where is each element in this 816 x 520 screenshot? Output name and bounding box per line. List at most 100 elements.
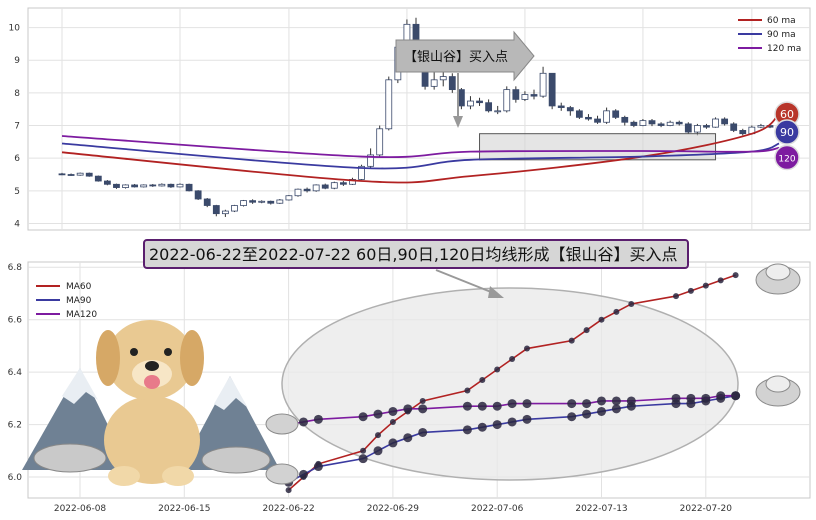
ma-badge-circle <box>774 119 800 145</box>
dog-ear-left <box>96 330 120 386</box>
candle-body <box>131 184 139 188</box>
candle-body <box>376 128 384 156</box>
candle <box>703 123 710 129</box>
candle <box>312 184 320 192</box>
banner-top-text: 【银山谷】买入点 <box>404 50 508 65</box>
top-y-tick-label: 4 <box>14 219 20 229</box>
candle-body <box>566 107 574 112</box>
candle-body <box>221 210 229 215</box>
bottom-series-point <box>479 377 486 383</box>
ma-badge-label: 120 <box>778 155 795 165</box>
ma-value-badges: 60 90 120 <box>774 101 800 171</box>
candle-body <box>557 105 565 108</box>
bottom-legend: MA60 MA90 MA120 <box>36 282 97 320</box>
candle <box>67 173 75 176</box>
bottom-x-tick-label: 2022-06-22 <box>262 504 314 514</box>
top-y-tick-label: 5 <box>14 187 20 197</box>
candle <box>285 195 293 201</box>
candle <box>339 181 347 186</box>
candle-body <box>539 72 547 97</box>
candle-body <box>467 100 474 107</box>
candle-body <box>594 118 601 123</box>
candle <box>94 175 102 182</box>
candle <box>231 204 238 213</box>
candle <box>648 119 656 127</box>
candle <box>503 86 511 113</box>
bottom-series-point <box>522 399 532 409</box>
top-y-tick-label: 7 <box>14 122 20 132</box>
bottom-series-point <box>373 409 383 419</box>
bottom-series-point <box>492 420 502 430</box>
bottom-series-point <box>360 447 367 454</box>
candle-body <box>476 100 483 104</box>
candle-body <box>294 188 302 197</box>
ingot-start-lower <box>265 463 299 485</box>
candle <box>321 183 329 190</box>
candle <box>566 105 574 116</box>
candle-body <box>612 110 620 118</box>
candle <box>294 188 302 197</box>
dog-ear-right <box>180 330 204 386</box>
banner-arrow-shape <box>395 30 535 82</box>
candle <box>176 183 184 188</box>
bottom-series-point <box>462 425 472 435</box>
bottom-series-point <box>611 396 621 406</box>
bottom-series-point <box>582 399 592 409</box>
bottom-series-point <box>375 432 381 439</box>
bottom-series-point <box>509 356 516 363</box>
bottom-series-point <box>717 277 724 284</box>
top-ma-line <box>61 135 780 159</box>
candle-body <box>122 184 129 188</box>
candle-body <box>757 125 765 128</box>
top-legend-label: 90 ma <box>767 30 796 40</box>
bottom-series-point <box>524 345 530 352</box>
candle <box>221 209 229 217</box>
candle <box>158 183 166 187</box>
candle-body <box>512 89 520 100</box>
dog-muzzle <box>132 360 172 388</box>
candle-body <box>439 76 447 81</box>
candle <box>594 115 601 124</box>
candle <box>521 91 529 102</box>
ma-badge: 90 <box>774 119 800 145</box>
candle-body <box>603 110 611 123</box>
candle <box>367 148 375 168</box>
bottom-series-point <box>611 404 621 414</box>
candle-body <box>185 183 193 192</box>
candle <box>85 172 93 177</box>
ma-badge: 120 <box>774 144 800 171</box>
bottom-pointer-arrow <box>435 269 504 298</box>
bottom-legend-label: MA60 <box>66 282 92 292</box>
candle-body <box>267 200 275 204</box>
dog-paw-right <box>162 466 194 486</box>
bottom-series-point <box>716 391 726 401</box>
candle <box>276 198 284 204</box>
candle <box>575 109 583 119</box>
middle-banner-box <box>143 239 689 269</box>
candle <box>739 128 747 136</box>
candle-body <box>140 184 148 188</box>
bottom-series-point <box>477 401 487 411</box>
candle-body <box>240 200 247 206</box>
bottom-series-point <box>613 308 620 315</box>
bottom-series-point <box>299 417 308 427</box>
candle-body <box>76 172 84 176</box>
bottom-x-tick-label: 2022-06-15 <box>158 504 210 514</box>
candle-body <box>312 184 320 192</box>
bottom-series-point <box>462 401 472 411</box>
bottom-series-point <box>418 427 428 437</box>
ma-badge-label: 60 <box>780 108 794 121</box>
candle <box>557 102 565 111</box>
candle <box>249 199 257 204</box>
candle-body <box>303 188 311 192</box>
bottom-series-point <box>628 300 635 307</box>
bottom-pointer-head <box>488 286 504 298</box>
candle-body <box>585 116 592 120</box>
bottom-series-point <box>507 417 517 427</box>
candle-body <box>158 183 166 187</box>
ma-badge-label: 90 <box>780 126 794 139</box>
bottom-ma-lines <box>284 272 741 494</box>
candle-body <box>330 182 338 189</box>
ingot-right <box>201 446 271 474</box>
